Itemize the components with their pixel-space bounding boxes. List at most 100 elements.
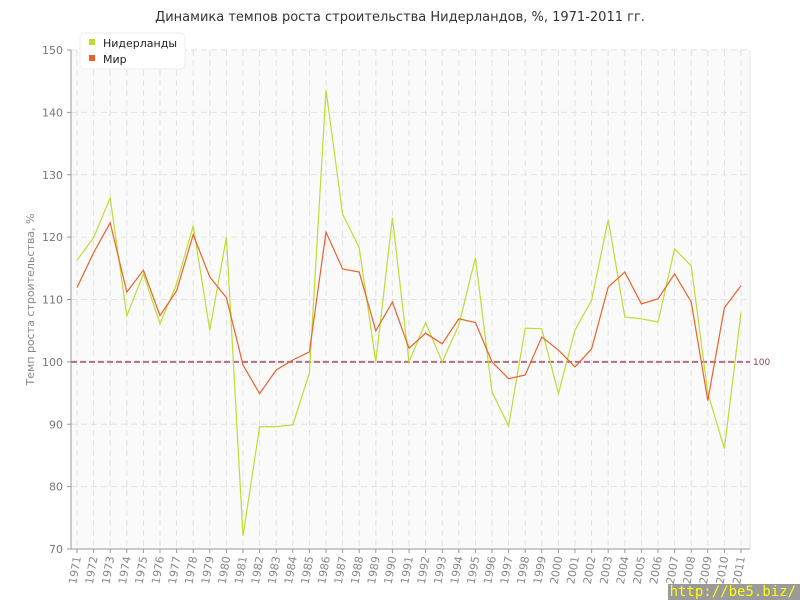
legend-label: Мир — [103, 53, 127, 66]
data-point — [574, 365, 577, 368]
x-tick-label: 1988 — [348, 555, 366, 585]
data-point — [208, 329, 211, 332]
x-tick-label: 1995 — [465, 555, 483, 585]
y-tick-label: 130 — [42, 169, 63, 182]
data-point — [640, 302, 643, 305]
x-tick-label: 1992 — [415, 555, 433, 585]
data-point — [325, 231, 328, 234]
data-point — [175, 289, 178, 292]
data-point — [374, 360, 377, 363]
x-tick-label: 1985 — [299, 555, 317, 585]
data-point — [192, 233, 195, 236]
data-point — [673, 247, 676, 250]
data-point — [208, 276, 211, 279]
x-tick-label: 2009 — [697, 555, 715, 585]
x-tick-label: 1971 — [66, 555, 84, 585]
x-tick-label: 1997 — [498, 555, 516, 585]
data-point — [142, 269, 145, 272]
x-tick-label: 2010 — [714, 555, 732, 585]
data-point — [175, 282, 178, 285]
y-tick-label: 100 — [42, 356, 63, 369]
data-point — [325, 88, 328, 91]
series-line-0 — [76, 89, 742, 536]
data-point — [590, 299, 593, 302]
y-tick-label: 70 — [49, 543, 63, 556]
y-axis-label: Темп роста строительства, % — [24, 213, 37, 386]
data-point — [109, 196, 112, 199]
data-point — [740, 311, 743, 314]
data-point — [740, 284, 743, 287]
y-tick-label: 80 — [49, 481, 63, 494]
x-tick-label: 1994 — [448, 555, 466, 585]
data-point — [275, 425, 278, 428]
x-tick-label: 1979 — [199, 555, 217, 585]
x-tick-label: 2011 — [730, 555, 748, 585]
data-point — [374, 329, 377, 332]
reference-line-label: 100 — [753, 358, 770, 368]
data-point — [706, 399, 709, 402]
data-point — [424, 321, 427, 324]
data-point — [673, 272, 676, 275]
data-point — [92, 251, 95, 254]
data-point — [125, 291, 128, 294]
data-point — [574, 329, 577, 332]
x-tick-label: 1998 — [514, 555, 532, 585]
x-tick-label: 1978 — [182, 555, 200, 585]
x-tick-label: 1987 — [332, 555, 350, 585]
data-point — [159, 322, 162, 325]
data-point — [457, 317, 460, 320]
x-tick-label: 1973 — [99, 555, 117, 585]
watermark[interactable]: http://be5.biz/ — [667, 584, 800, 600]
data-point — [623, 271, 626, 274]
x-tick-label: 1996 — [481, 555, 499, 585]
data-point — [690, 300, 693, 303]
data-point — [690, 264, 693, 267]
x-tick-label: 2000 — [548, 555, 566, 585]
y-tick-label: 90 — [49, 418, 63, 431]
data-point — [225, 236, 228, 239]
legend-swatch — [89, 55, 95, 61]
x-tick-label: 2008 — [680, 555, 698, 585]
data-point — [657, 297, 660, 300]
legend-label: Нидерланды — [103, 37, 177, 50]
data-point — [391, 300, 394, 303]
data-point — [341, 267, 344, 270]
data-point — [524, 373, 527, 376]
data-point — [92, 236, 95, 239]
x-tick-label: 1976 — [149, 555, 167, 585]
legend-swatch — [89, 39, 95, 45]
chart-title: Динамика темпов роста строительства Ниде… — [155, 10, 645, 25]
data-point — [258, 425, 261, 428]
data-point — [557, 349, 560, 352]
data-point — [540, 327, 543, 330]
x-tick-label: 2001 — [564, 555, 582, 585]
data-point — [225, 296, 228, 299]
series-line-1 — [76, 221, 742, 401]
data-point — [242, 534, 245, 537]
x-tick-label: 1977 — [166, 555, 184, 585]
x-tick-label: 2004 — [614, 555, 632, 585]
x-tick-label: 1981 — [232, 555, 250, 585]
data-point — [623, 315, 626, 318]
data-point — [308, 372, 311, 375]
x-tick-label: 1975 — [133, 555, 151, 585]
y-tick-label: 140 — [42, 106, 63, 119]
x-tick-label: 1990 — [382, 555, 400, 585]
data-point — [424, 332, 427, 335]
data-point — [408, 360, 411, 363]
data-point — [474, 256, 477, 259]
data-point — [125, 314, 128, 317]
data-point — [657, 320, 660, 323]
data-point — [491, 390, 494, 393]
data-point — [291, 423, 294, 426]
data-point — [640, 317, 643, 320]
x-tick-label: 1993 — [431, 555, 449, 585]
data-point — [358, 271, 361, 274]
data-point — [391, 216, 394, 219]
data-point — [607, 286, 610, 289]
x-tick-label: 1983 — [265, 555, 283, 585]
y-tick-label: 150 — [42, 44, 63, 57]
x-tick-label: 2003 — [597, 555, 615, 585]
data-point — [109, 221, 112, 224]
